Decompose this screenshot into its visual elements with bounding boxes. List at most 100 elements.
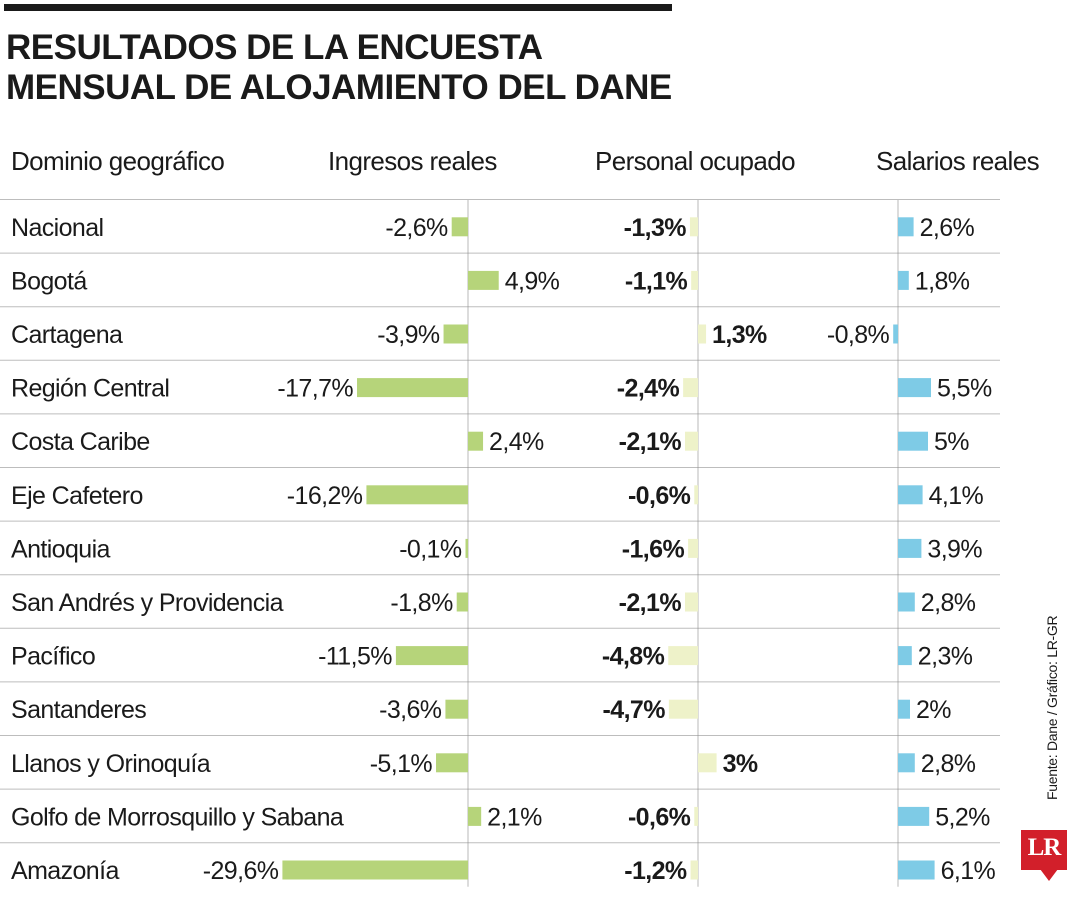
bar-salarios — [898, 860, 935, 880]
header-region: Dominio geográfico — [11, 146, 225, 176]
value-label-ingresos: -3,9% — [377, 321, 440, 349]
bar-personal — [689, 217, 698, 237]
value-label-personal: -1,3% — [624, 214, 687, 242]
category-label: Nacional — [11, 214, 103, 242]
header-personal: Personal ocupado — [595, 146, 796, 176]
value-label-personal: -4,7% — [603, 696, 666, 724]
bar-personal — [683, 378, 698, 398]
bar-ingresos — [451, 217, 468, 237]
bar-personal — [668, 646, 698, 666]
bar-salarios — [898, 538, 922, 558]
value-label-salarios: 5% — [934, 428, 969, 456]
bar-personal — [691, 270, 698, 290]
value-label-ingresos: -5,1% — [370, 750, 433, 778]
category-label: Pacífico — [11, 643, 95, 671]
value-label-ingresos: -3,6% — [379, 696, 442, 724]
bar-personal — [694, 806, 698, 826]
bar-salarios — [898, 378, 931, 398]
category-label: San Andrés y Providencia — [11, 589, 284, 617]
value-label-personal: -0,6% — [628, 482, 691, 510]
category-label: Antioquia — [11, 535, 111, 563]
value-label-personal: -2,1% — [619, 428, 682, 456]
header-ingresos: Ingresos reales — [328, 146, 497, 176]
bar-ingresos — [468, 806, 482, 826]
value-label-ingresos: -1,8% — [390, 589, 453, 617]
value-label-salarios: 2,8% — [921, 750, 976, 778]
top-rule — [4, 4, 672, 11]
value-label-salarios: -0,8% — [827, 321, 890, 349]
value-label-personal: -2,1% — [619, 589, 682, 617]
value-label-salarios: 5,2% — [935, 803, 990, 831]
value-label-salarios: 2,8% — [921, 589, 976, 617]
bar-salarios — [898, 485, 923, 505]
bar-personal — [684, 592, 698, 612]
value-label-personal: -1,2% — [624, 857, 687, 885]
value-label-salarios: 6,1% — [941, 857, 996, 885]
category-label: Bogotá — [11, 267, 87, 295]
category-label: Eje Cafetero — [11, 482, 143, 510]
header-salarios: Salarios reales — [876, 146, 1040, 176]
bar-ingresos — [468, 431, 484, 451]
lr-logo-text: LR — [1027, 834, 1062, 861]
value-label-ingresos: 4,9% — [505, 267, 560, 295]
value-label-personal: -1,6% — [622, 535, 685, 563]
bar-salarios — [898, 217, 914, 237]
category-label: Costa Caribe — [11, 428, 150, 456]
value-label-salarios: 5,5% — [937, 375, 992, 403]
bar-ingresos — [468, 270, 499, 290]
value-label-salarios: 2,6% — [920, 214, 975, 242]
chart-title: RESULTADOS DE LA ENCUESTA MENSUAL DE ALO… — [6, 28, 672, 108]
bar-ingresos — [465, 538, 468, 558]
bar-salarios — [898, 699, 910, 719]
bar-ingresos — [436, 753, 468, 773]
value-label-personal: -4,8% — [602, 643, 665, 671]
bar-ingresos — [445, 699, 468, 719]
bar-salarios — [898, 806, 930, 826]
chart-title-line-1: RESULTADOS DE LA ENCUESTA — [6, 28, 543, 67]
bar-salarios — [898, 592, 915, 612]
category-label: Región Central — [11, 375, 169, 403]
value-label-ingresos: -11,5% — [318, 643, 392, 671]
bar-personal — [684, 431, 698, 451]
category-label: Llanos y Orinoquía — [11, 750, 211, 778]
bar-personal — [698, 753, 717, 773]
bar-personal — [694, 485, 698, 505]
value-label-salarios: 2% — [916, 696, 951, 724]
lr-logo — [1021, 830, 1067, 870]
bar-salarios — [898, 753, 915, 773]
category-label: Amazonía — [11, 857, 119, 885]
bar-ingresos — [357, 378, 468, 398]
bar-salarios — [898, 270, 909, 290]
value-label-personal: -2,4% — [617, 375, 680, 403]
chart-title-line-2: MENSUAL DE ALOJAMIENTO DEL DANE — [6, 68, 672, 107]
value-label-ingresos: -29,6% — [203, 857, 279, 885]
value-label-personal: 3% — [723, 750, 758, 778]
value-label-personal: -0,6% — [628, 803, 691, 831]
bar-ingresos — [456, 592, 468, 612]
value-label-ingresos: 2,4% — [489, 428, 544, 456]
value-label-ingresos: 2,1% — [487, 803, 542, 831]
bar-personal — [688, 538, 698, 558]
value-label-salarios: 1,8% — [915, 267, 970, 295]
value-label-salarios: 4,1% — [929, 482, 984, 510]
value-label-salarios: 3,9% — [927, 535, 982, 563]
bar-personal — [690, 860, 698, 880]
category-label: Golfo de Morrosquillo y Sabana — [11, 803, 344, 831]
source-note: Fuente: Dane / Gráfico: LR-GR — [1044, 615, 1060, 800]
value-label-ingresos: -17,7% — [277, 375, 353, 403]
bar-salarios — [898, 646, 912, 666]
bar-ingresos — [395, 646, 468, 666]
value-label-ingresos: -0,1% — [399, 535, 462, 563]
category-label: Cartagena — [11, 321, 123, 349]
bar-ingresos — [366, 485, 468, 505]
value-label-ingresos: -16,2% — [287, 482, 363, 510]
lr-logo-tail — [1040, 869, 1058, 881]
category-label: Santanderes — [11, 696, 146, 724]
value-label-salarios: 2,3% — [918, 643, 973, 671]
bar-ingresos — [443, 324, 468, 344]
value-label-ingresos: -2,6% — [385, 214, 448, 242]
bar-salarios — [898, 431, 928, 451]
bar-personal — [668, 699, 698, 719]
bar-ingresos — [282, 860, 468, 880]
